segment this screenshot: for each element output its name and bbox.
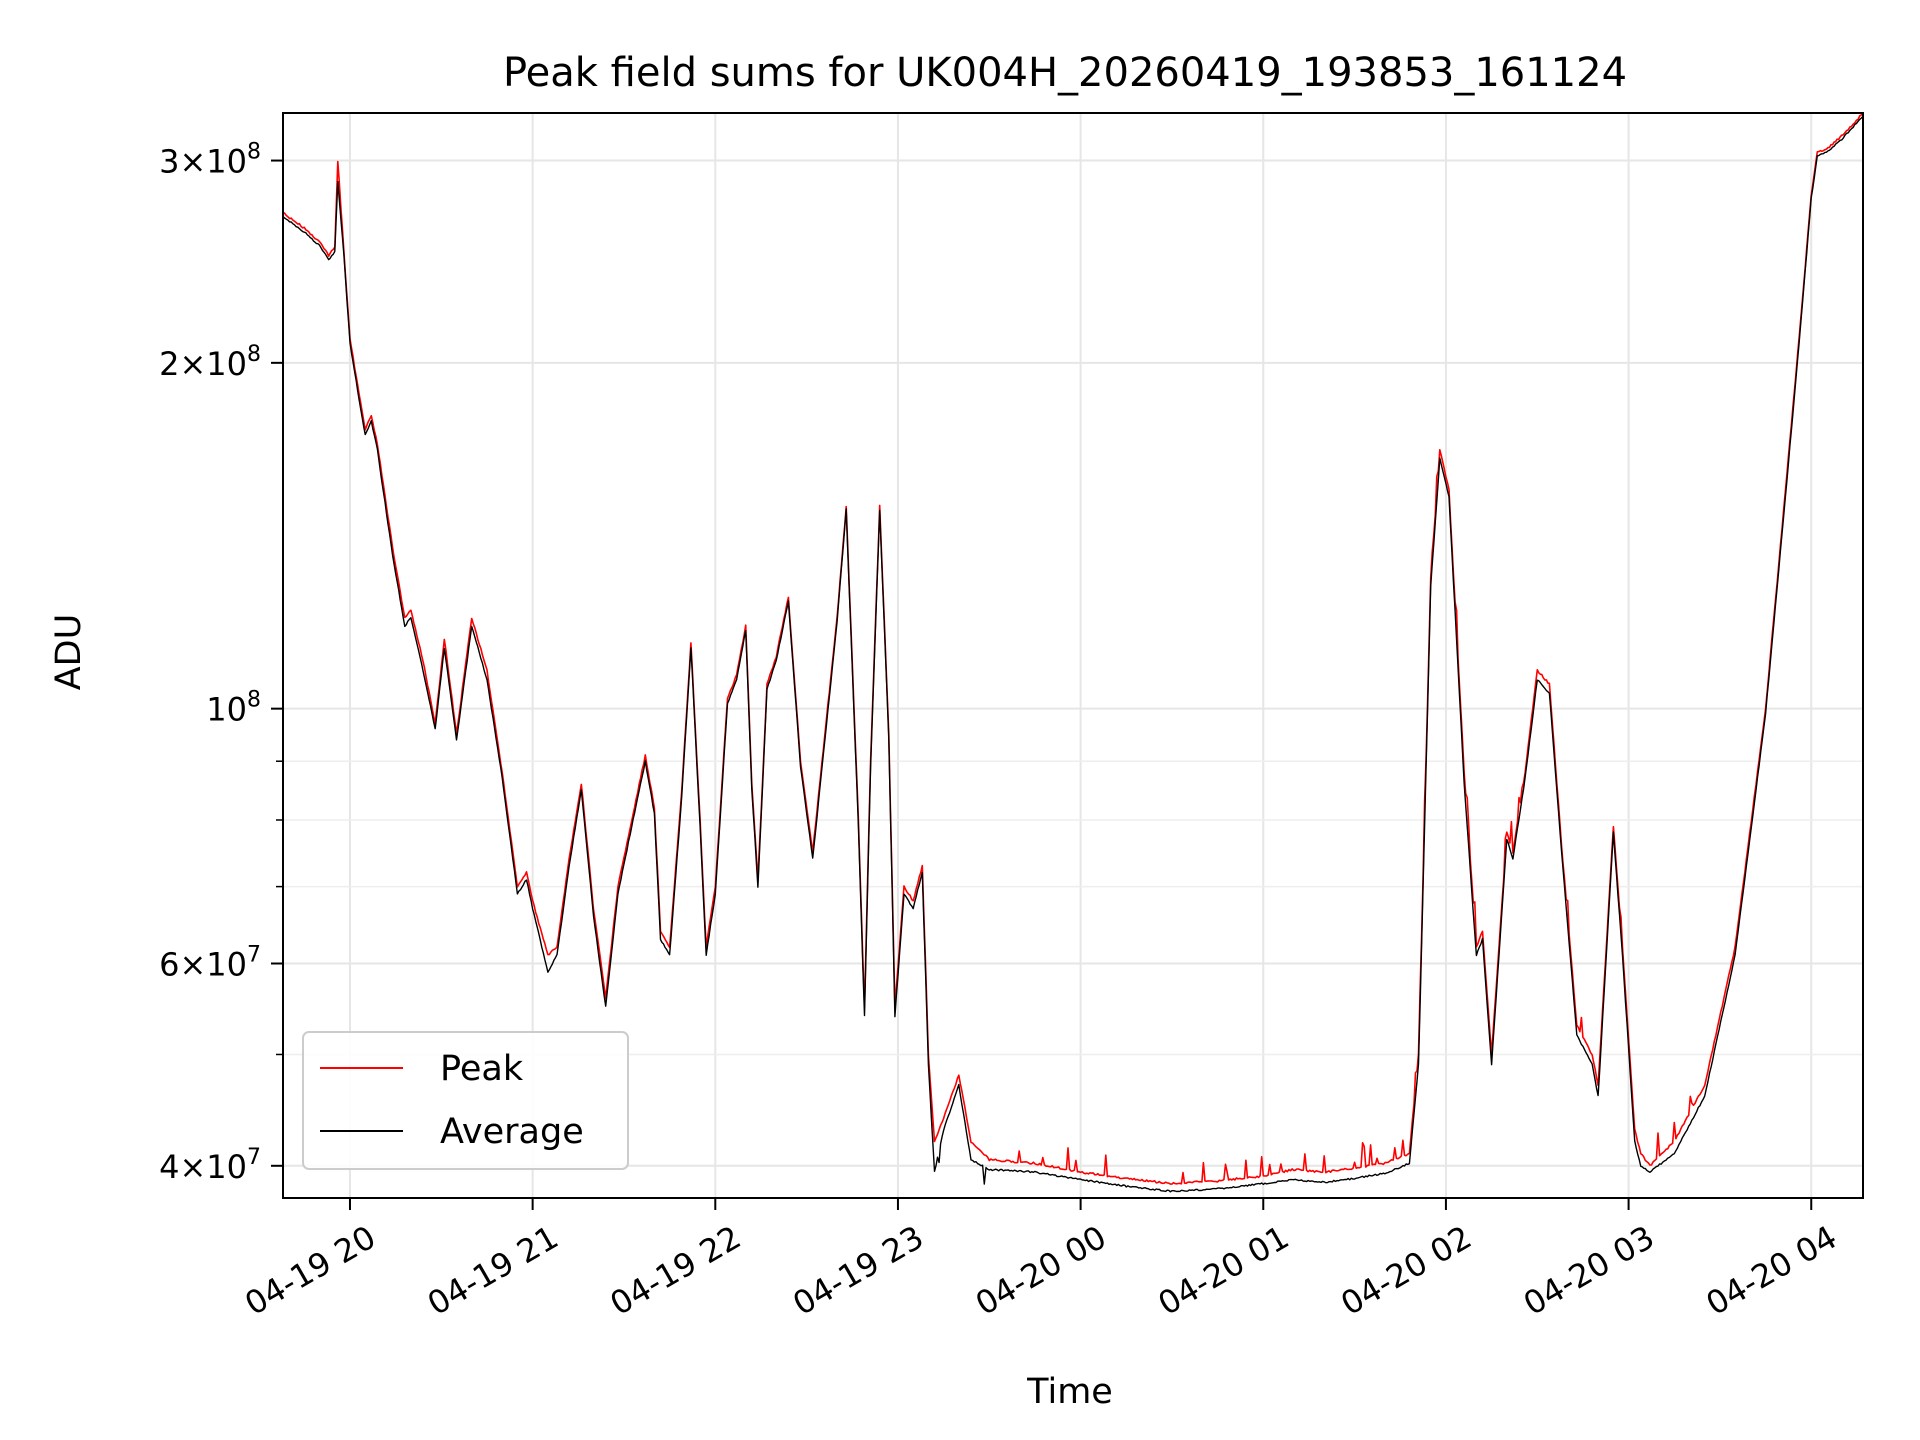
y-tick-label: 108 — [206, 688, 261, 729]
y-tick-label: 4×107 — [159, 1145, 261, 1186]
series-line-average — [282, 115, 1864, 1193]
y-tick-label: 3×108 — [159, 140, 261, 181]
legend-box — [302, 1031, 629, 1170]
x-axis-label: Time — [1026, 1372, 1113, 1412]
grid — [283, 113, 1863, 1198]
series-line-peak — [282, 112, 1864, 1185]
y-tick-label: 2×108 — [159, 342, 261, 383]
legend-label-peak: Peak — [440, 1049, 524, 1089]
series-layer — [282, 112, 1864, 1193]
legend: Peak Average — [302, 1031, 629, 1170]
y-axis-label: ADU — [49, 614, 89, 691]
chart-title: Peak field sums for UK004H_20260419_1938… — [503, 50, 1627, 96]
y-tick-label: 6×107 — [159, 943, 261, 984]
legend-label-average: Average — [440, 1112, 584, 1152]
plot-frame — [282, 112, 1864, 1199]
